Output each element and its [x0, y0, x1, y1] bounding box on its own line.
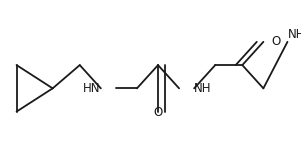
Text: O: O [271, 35, 280, 48]
Text: O: O [154, 106, 163, 119]
Text: NH: NH [287, 28, 301, 41]
Text: HN: HN [83, 82, 101, 95]
Text: NH: NH [194, 82, 212, 95]
